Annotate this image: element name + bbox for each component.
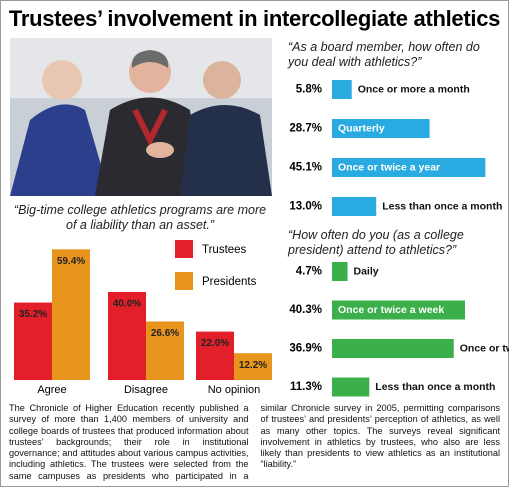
bar (332, 262, 348, 281)
category-label: Once or twice a month (460, 342, 509, 354)
article-text: The Chronicle of Higher Education recent… (9, 403, 500, 481)
bar (332, 339, 454, 358)
bar (146, 321, 184, 380)
bar (332, 119, 430, 138)
bar (52, 249, 90, 380)
chart-title: “Big-time college athletics programs are… (13, 203, 267, 232)
category-label: Less than once a month (382, 200, 502, 212)
value-label: 40.0% (113, 299, 141, 310)
bar (332, 80, 352, 99)
legend-swatch (175, 272, 193, 290)
bar (196, 331, 234, 380)
category-label: Once or more a month (358, 83, 470, 95)
value-label: 26.6% (151, 328, 179, 339)
value-label: 36.9% (289, 343, 322, 355)
value-label: 40.3% (289, 304, 322, 316)
chart-title: “As a board member, how often do you dea… (288, 40, 480, 69)
value-label: 5.8% (296, 84, 322, 96)
legend-label: Trustees (202, 244, 247, 256)
value-label: 12.2% (239, 360, 267, 371)
photo (10, 38, 272, 196)
bar (332, 158, 486, 177)
value-label: 59.4% (57, 256, 85, 267)
chart-title: “How often do you (as a college presiden… (288, 228, 464, 257)
bar (234, 353, 272, 380)
x-tick-label: Disagree (124, 384, 168, 396)
value-label: 11.3% (290, 381, 322, 393)
value-label: 13.0% (289, 201, 322, 213)
value-label: 35.2% (19, 309, 47, 320)
category-label: Once or twice a year (338, 161, 440, 173)
legend-swatch (175, 240, 193, 258)
page-title: Trustees’ involvement in intercollegiate… (8, 6, 501, 31)
bar (14, 302, 52, 380)
category-label: Less than once a month (375, 381, 495, 393)
value-label: 45.1% (289, 162, 322, 174)
x-tick-label: No opinion (208, 384, 261, 396)
bar (108, 292, 146, 380)
value-label: 22.0% (201, 338, 229, 349)
bar (332, 197, 377, 216)
category-label: Quarterly (338, 122, 385, 134)
value-label: 28.7% (289, 123, 322, 135)
category-label: Once or twice a week (338, 304, 444, 316)
category-label: Daily (354, 265, 379, 277)
bar (332, 300, 465, 320)
legend-label: Presidents (202, 276, 257, 288)
x-tick-label: Agree (37, 384, 66, 396)
value-label: 4.7% (296, 266, 322, 278)
bar (332, 377, 370, 397)
